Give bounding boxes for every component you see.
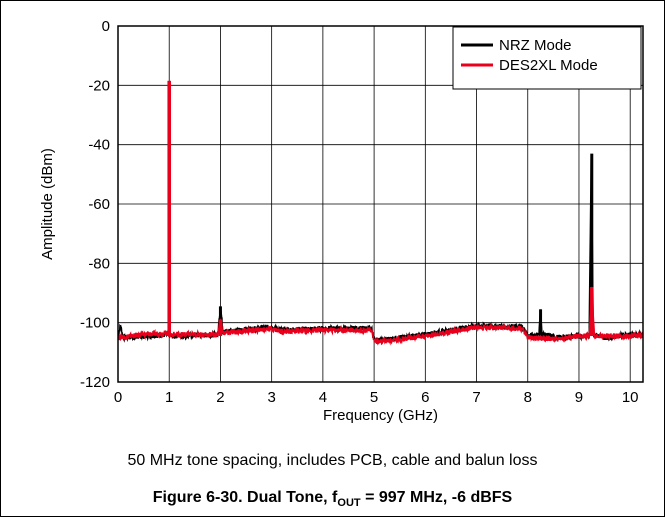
- legend-box: [452, 26, 642, 90]
- y-tick-label: 0: [102, 18, 110, 35]
- y-tick-label: -100: [80, 315, 110, 332]
- legend: NRZ Mode DES2XL Mode: [452, 26, 642, 90]
- series-trace-0: [118, 155, 643, 345]
- x-tick-label: 10: [622, 389, 639, 406]
- x-tick-label: 1: [165, 389, 173, 406]
- series-trace-1: [118, 286, 643, 346]
- legend-label-nrz: NRZ Mode: [499, 37, 572, 54]
- x-tick-label: 3: [267, 389, 275, 406]
- x-tick-label: 7: [472, 389, 480, 406]
- plot-border: [117, 25, 644, 383]
- legend-label-des2xl: DES2XL Mode: [499, 57, 598, 74]
- chart-note: 50 MHz tone spacing, includes PCB, cable…: [127, 452, 538, 469]
- x-axis-label: Frequency (GHz): [323, 407, 438, 424]
- caption-subscript: OUT: [337, 497, 361, 510]
- y-tick-label: -120: [80, 374, 110, 391]
- y-tick-label: -20: [88, 77, 110, 94]
- figure-caption: Figure 6-30. Dual Tone, fOUT = 997 MHz, …: [0, 489, 665, 509]
- x-tick-label: 4: [319, 389, 327, 406]
- x-tick-label: 8: [524, 389, 532, 406]
- y-tick-label: -60: [88, 196, 110, 213]
- x-tick-label: 0: [114, 389, 122, 406]
- series-group: [118, 80, 643, 346]
- x-tick-label: 5: [370, 389, 378, 406]
- x-tick-label: 6: [421, 389, 429, 406]
- x-tick-label: 2: [216, 389, 224, 406]
- caption-prefix: Figure 6-30. Dual Tone, f: [152, 489, 338, 506]
- y-tick-label: -80: [88, 255, 110, 272]
- caption-suffix: = 997 MHz, -6 dBFS: [360, 489, 513, 506]
- y-axis-label: Amplitude (dBm): [39, 148, 56, 260]
- x-tick-labels: 0 1 2 3 4 5 6 7 8 9 10: [114, 389, 639, 406]
- x-tick-label: 9: [575, 389, 583, 406]
- y-tick-labels: 0 -20 -40 -60 -80 -100 -120: [80, 18, 110, 391]
- y-tick-label: -40: [88, 137, 110, 154]
- spectrum-chart: 0 -20 -40 -60 -80 -100 -120 0 1 2 3 4 5 6 7 8 9 10 NRZ M…: [39, 18, 644, 424]
